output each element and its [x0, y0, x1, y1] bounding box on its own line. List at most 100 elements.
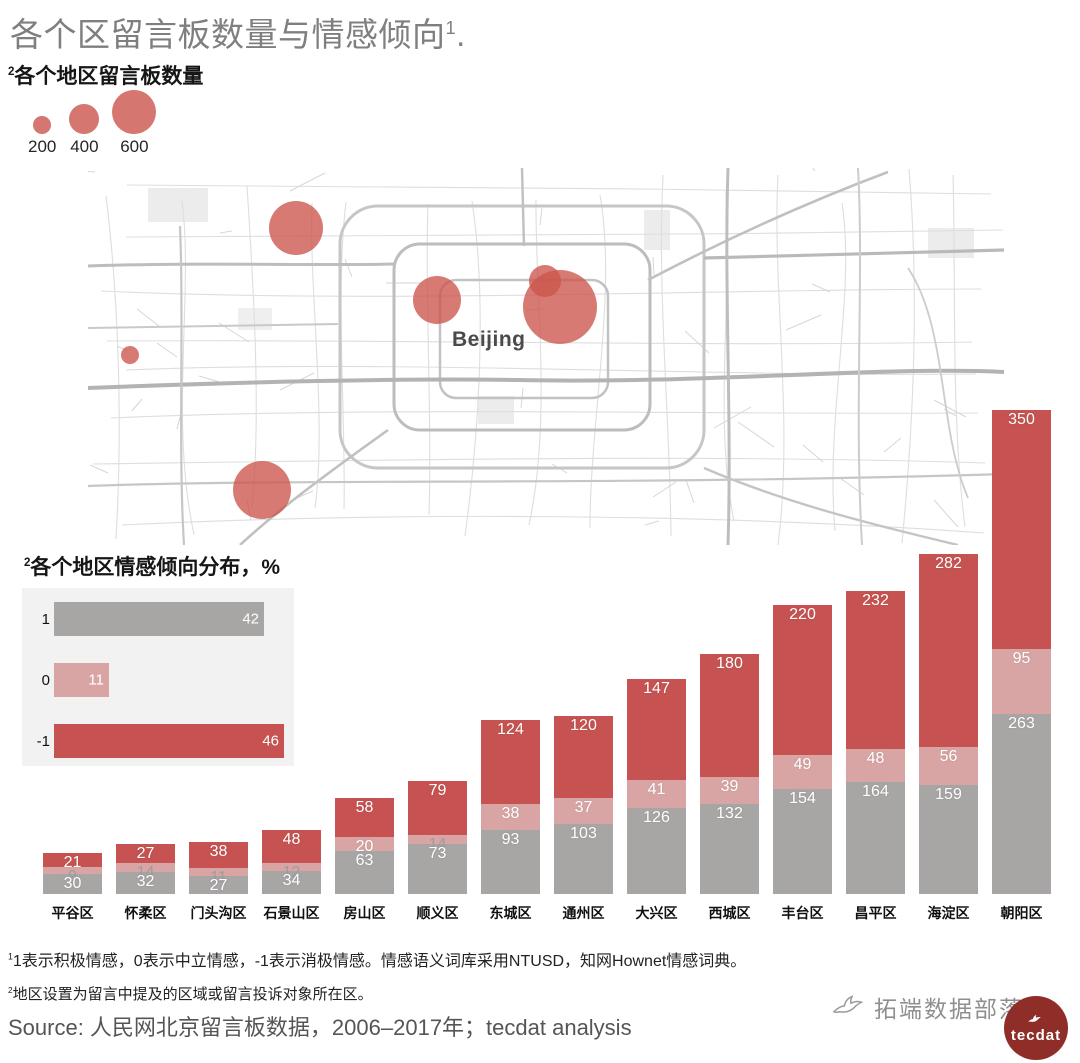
title-period: .	[456, 16, 466, 53]
bar-segment-1: 132	[700, 803, 759, 894]
map-section-heading: 2各个地区留言板数量	[8, 60, 203, 90]
bar-segment--1: 180	[700, 654, 759, 778]
map-bubble-layer	[88, 168, 1004, 545]
tecdat-logo-text: tecdat	[1010, 1026, 1062, 1044]
footnote-2-text: 地区设置为留言中提及的区域或留言投诉对象所在区。	[12, 986, 373, 1003]
bubble-legend-item: 200	[28, 116, 56, 157]
x-axis-label: 西城区	[708, 905, 751, 921]
bubble-legend-label: 600	[120, 137, 149, 156]
bubble-size-legend: 200 400 600	[28, 90, 157, 157]
bar-value-label: 120	[570, 717, 597, 735]
bar-segment-1: 27	[189, 875, 248, 894]
bar-value-label: 37	[574, 799, 593, 817]
bar-value-label: 41	[647, 780, 666, 798]
x-axis-label: 门头沟区	[190, 905, 247, 921]
bar-segment-1: 63	[335, 850, 394, 894]
bar-column: 38 11 27	[189, 842, 248, 894]
bar-slot: 350 95 263	[985, 410, 1058, 894]
tecdat-bird-icon	[1028, 1014, 1041, 1022]
bar-segment-1: 126	[627, 807, 686, 894]
x-axis-label: 平谷区	[51, 905, 94, 921]
bar-value-label: 124	[497, 720, 524, 738]
bar-segment-0: 38	[481, 804, 540, 831]
bar-column: 48 12 34	[262, 829, 321, 894]
bar-slot: 120 37 103	[547, 410, 620, 894]
bar-segment--1: 48	[262, 829, 321, 863]
bar-segment-1: 30	[43, 873, 102, 894]
bar-value-label: 159	[935, 786, 962, 804]
bar-segment--1: 27	[116, 844, 175, 863]
bar-segment--1: 79	[408, 780, 467, 835]
bar-value-label: 154	[789, 789, 816, 807]
bar-value-label: 73	[428, 845, 447, 863]
map-heading-superscript: 2	[8, 66, 15, 78]
bubble-legend-label: 400	[70, 137, 99, 156]
bar-value-label: 164	[862, 782, 889, 800]
bar-value-label: 48	[282, 830, 301, 848]
bar-segment-1: 32	[116, 872, 175, 894]
bar-slot: 180 39 132	[693, 410, 766, 894]
legend-row-bar: 42	[54, 602, 264, 636]
bar-slot: 232 48 164	[839, 410, 912, 894]
bar-value-label: 132	[716, 804, 743, 822]
bar-slot: 282 56 159	[912, 410, 985, 894]
legend-row: 0 11	[24, 663, 286, 697]
x-axis-label: 顺义区	[416, 905, 459, 921]
bubble-legend-circle	[33, 116, 52, 134]
bar-segment-0: 56	[919, 747, 978, 786]
bubble-legend-circle	[69, 104, 100, 134]
x-axis-label: 朝阳区	[1000, 905, 1043, 921]
bar-value-label: 147	[643, 680, 670, 698]
footnote-1-text: 1表示积极情感，0表示中立情感，-1表示消极情感。情感语义词库采用NTUSD，知…	[12, 953, 747, 970]
bar-value-label: 232	[862, 591, 889, 609]
bar-slot: 79 14 73	[401, 410, 474, 894]
bubble-legend-label: 200	[28, 137, 57, 156]
major-roads	[88, 168, 1004, 545]
bar-column: 220 49 154	[773, 604, 832, 894]
bar-slot: 220 49 154	[766, 410, 839, 894]
bubble-legend-item: 600	[112, 90, 157, 157]
bar-segment-0: 14	[408, 834, 467, 852]
x-axis-label: 东城区	[489, 905, 532, 921]
bar-slot: 38 11 27	[182, 410, 255, 894]
bar-value-label: 58	[355, 798, 374, 816]
bar-value-label: 56	[939, 748, 958, 766]
bar-value-label: 14	[428, 835, 447, 853]
legend-row-label: 1	[41, 610, 50, 628]
x-axis-label: 丰台区	[781, 905, 824, 921]
bar-value-label: 48	[866, 750, 885, 768]
map-roads	[88, 168, 1004, 545]
bar-value-label: 27	[209, 876, 228, 894]
bar-column: 147 41 126	[627, 679, 686, 894]
legend-row-value: 11	[88, 671, 104, 689]
bar-column: 79 14 73	[408, 780, 467, 894]
legend-row-bar: 11	[54, 663, 109, 697]
bar-segment-1: 164	[846, 781, 905, 894]
bar-column: 21 9 30	[43, 852, 102, 894]
x-axis-label: 海淀区	[927, 905, 970, 921]
bar-segment--1: 21	[43, 852, 102, 870]
bar-value-label: 27	[136, 845, 155, 863]
legend-row-label: -1	[36, 732, 50, 750]
map-area-patches	[148, 188, 974, 424]
bar-segment-0: 95	[992, 649, 1051, 715]
footnote-2-superscript: 2	[8, 986, 13, 995]
bar-segment--1: 58	[335, 797, 394, 838]
bubble-legend-circle	[112, 90, 157, 134]
sentiment-section-heading: 2各个地区情感倾向分布，%	[24, 551, 280, 581]
sentiment-heading-text: 各个地区情感倾向分布，%	[30, 556, 281, 579]
bar-segment--1: 220	[773, 604, 832, 756]
bar-segment-0: 41	[627, 779, 686, 808]
bar-segment-0: 49	[773, 755, 832, 789]
x-axis-label: 昌平区	[854, 905, 897, 921]
bar-column: 180 39 132	[700, 654, 759, 894]
bar-value-label: 14	[136, 863, 155, 881]
bar-column: 27 14 32	[116, 844, 175, 894]
bar-value-label: 11	[210, 869, 227, 886]
bar-value-label: 9	[68, 868, 77, 886]
bar-slot: 21 9 30	[36, 410, 109, 894]
sentiment-heading-superscript: 2	[24, 557, 31, 569]
bar-value-label: 126	[643, 808, 670, 826]
bar-segment-0: 14	[116, 862, 175, 880]
bar-segment--1: 147	[627, 679, 686, 780]
